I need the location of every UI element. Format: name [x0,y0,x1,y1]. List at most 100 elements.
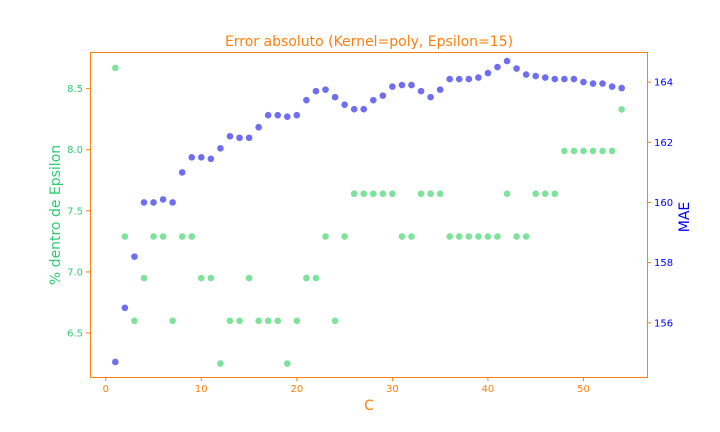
right-point-48 [570,75,578,83]
right-point-8 [188,154,196,161]
right-point-39 [484,69,492,77]
right-point-1 [121,304,129,312]
left-point-15 [255,317,262,325]
left-point-39 [484,233,492,240]
left-point-43 [522,233,530,240]
right-point-9 [198,154,205,161]
x-axis-ticks: 0 10 20 30 40 50 [103,377,590,395]
left-point-44 [532,190,539,198]
right-point-16 [264,111,272,119]
right-point-53 [618,84,625,92]
left-point-26 [360,190,368,198]
right-point-46 [551,75,559,83]
left-point-7 [178,233,186,240]
right-point-25 [350,105,358,113]
left-point-42 [513,233,520,240]
left-point-17 [274,317,282,325]
left-point-16 [264,317,272,325]
left-tick-label: 8.0 [67,145,83,156]
right-tick-label: 162 [654,138,673,149]
x-tick-label: 10 [195,384,208,395]
right-tick-label: 160 [654,198,673,209]
left-point-33 [427,190,434,198]
left-point-1 [121,233,129,240]
left-point-20 [303,274,310,282]
right-point-24 [341,101,348,108]
left-point-32 [417,190,425,198]
right-point-45 [541,74,549,81]
left-point-31 [408,233,415,240]
x-tick-label: 20 [290,384,303,395]
left-point-51 [599,147,606,155]
x-tick-label: 0 [103,384,109,395]
right-point-47 [561,75,568,83]
right-point-22 [322,86,329,93]
x-tick-label: 40 [482,384,495,395]
left-point-10 [207,274,215,282]
left-tick-label: 7.0 [67,267,83,278]
right-point-12 [226,132,234,140]
x-tick-label: 30 [386,384,399,395]
left-point-30 [398,233,406,240]
right-point-52 [608,83,616,90]
right-point-29 [389,83,396,90]
right-point-15 [255,123,262,131]
right-point-32 [417,87,425,95]
right-point-41 [503,57,511,65]
chart-title: Error absoluto (Kernel=poly, Epsilon=15) [225,34,513,50]
right-point-19 [293,111,301,119]
right-point-7 [178,169,186,176]
right-point-35 [446,75,454,83]
left-tick-label: 8.5 [67,84,83,95]
right-point-2 [131,253,138,260]
right-point-5 [159,196,167,203]
left-point-4 [150,233,157,240]
left-axis-label: % dentro de Epsilon [48,145,64,285]
right-tick-label: 156 [654,318,673,329]
left-point-8 [188,233,196,240]
left-point-25 [350,190,358,198]
right-point-43 [522,71,530,78]
left-point-19 [293,317,301,325]
left-point-48 [570,147,578,155]
right-axis-ticks: 156 158 160 162 164 [647,78,673,329]
left-point-52 [608,147,616,155]
left-point-45 [541,190,549,198]
right-tick-label: 164 [654,78,673,89]
left-tick-label: 7.5 [67,206,83,217]
right-point-18 [283,113,291,120]
left-point-21 [312,274,320,282]
left-point-27 [369,190,377,198]
right-point-34 [436,86,444,93]
left-point-5 [159,233,167,240]
left-point-2 [131,317,138,325]
left-point-50 [589,147,597,155]
right-point-30 [398,81,406,89]
right-point-44 [532,72,539,80]
right-point-37 [465,75,473,83]
right-point-13 [236,134,243,142]
left-point-23 [331,317,339,325]
right-point-4 [150,199,157,206]
right-point-49 [580,78,587,86]
left-point-49 [580,147,587,155]
left-point-28 [379,190,387,198]
right-axis-label: MAE [677,202,693,233]
left-point-13 [236,317,243,325]
right-point-3 [140,199,148,206]
left-point-18 [283,360,291,367]
left-point-29 [389,190,396,198]
left-point-37 [465,233,473,240]
right-tick-label: 158 [654,258,673,269]
left-point-6 [169,317,176,325]
right-point-42 [513,65,520,72]
right-point-28 [379,92,387,99]
left-point-36 [455,233,463,240]
right-point-40 [494,63,501,71]
right-point-33 [427,93,434,101]
left-point-47 [561,147,568,155]
left-point-22 [322,233,329,240]
right-point-11 [217,145,224,152]
